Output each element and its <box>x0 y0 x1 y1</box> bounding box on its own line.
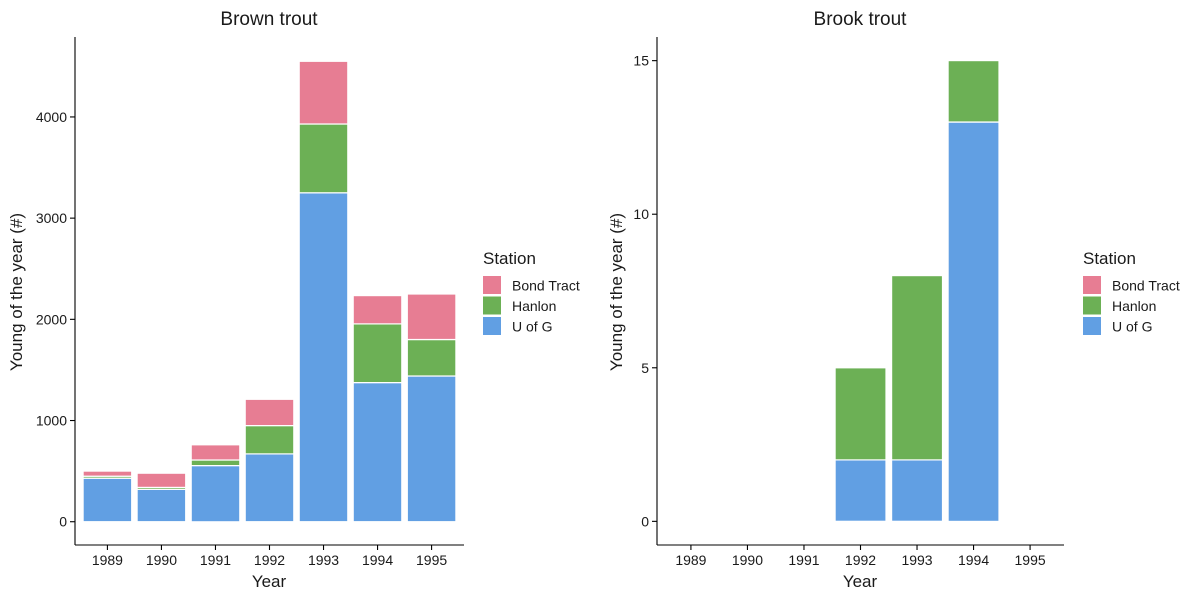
bar-1989-bond-tract <box>82 470 133 477</box>
brown-trout-panel: Brown trout Young of the year (#) Year 0… <box>7 9 580 591</box>
bar-1993-hanlon <box>890 275 944 461</box>
axes: 0 1000 2000 3000 4000 1989 1990 1991 1992 1993 199… <box>36 37 464 568</box>
legend-label: Bond Tract <box>1112 278 1180 294</box>
bar-1995-hanlon <box>406 339 457 377</box>
bar-1992-hanlon <box>244 425 295 455</box>
legend: Station Bond Tract Hanlon U of G <box>483 249 580 335</box>
x-tick-label: 1995 <box>416 552 447 568</box>
chart-title: Brown trout <box>220 9 318 30</box>
bar-1991-u-of-g <box>190 465 241 523</box>
bar-1994-hanlon <box>352 323 403 384</box>
bar-1993-hanlon <box>298 123 349 194</box>
y-tick-label: 15 <box>633 53 649 69</box>
x-tick-label: 1994 <box>958 552 989 568</box>
bar-1990-u-of-g <box>136 488 187 523</box>
x-tick-label: 1991 <box>200 552 231 568</box>
y-tick-label: 5 <box>641 360 649 376</box>
legend-title: Station <box>1083 249 1136 268</box>
chart-title: Brook trout <box>814 9 908 30</box>
bar-1992-u-of-g <box>244 453 295 523</box>
bar-group <box>834 59 1000 522</box>
x-tick-label: 1992 <box>254 552 285 568</box>
x-tick-label: 1989 <box>675 552 706 568</box>
y-tick-label: 0 <box>641 513 649 529</box>
bar-1990-bond-tract <box>136 472 187 489</box>
bar-1991-hanlon <box>190 459 241 467</box>
bar-1995-bond-tract <box>406 293 457 341</box>
brook-trout-panel: Brook trout Young of the year (#) Year 0… <box>607 9 1180 591</box>
bar-1994-u-of-g <box>947 121 1000 522</box>
x-tick-label: 1991 <box>788 552 819 568</box>
bar-1989-u-of-g <box>82 477 133 523</box>
legend: Station Bond Tract Hanlon U of G <box>1083 249 1180 335</box>
legend-label: U of G <box>1112 319 1152 335</box>
bar-1994-hanlon <box>947 59 1000 123</box>
legend-swatch <box>483 317 501 335</box>
x-tick-label: 1993 <box>308 552 339 568</box>
x-tick-label: 1992 <box>845 552 876 568</box>
legend-swatch <box>483 276 501 294</box>
legend-swatch <box>483 296 501 315</box>
bar-1994-u-of-g <box>352 382 403 523</box>
bar-1993-bond-tract <box>298 60 349 125</box>
bar-1992-hanlon <box>834 367 887 461</box>
legend-title: Station <box>483 249 536 268</box>
y-axis-title: Young of the year (#) <box>607 213 626 371</box>
bar-1992-bond-tract <box>244 398 295 427</box>
bar-group <box>82 60 457 523</box>
legend-swatch <box>1083 317 1101 335</box>
bar-1991-bond-tract <box>190 444 241 461</box>
bar-1993-u-of-g <box>890 459 944 522</box>
y-tick-label: 1000 <box>36 413 67 429</box>
x-tick-label: 1989 <box>92 552 123 568</box>
y-tick-label: 0 <box>59 514 67 530</box>
bar-1995-u-of-g <box>406 375 457 523</box>
y-tick-label: 10 <box>633 206 649 222</box>
y-tick-label: 4000 <box>36 109 67 125</box>
legend-label: U of G <box>512 319 552 335</box>
legend-label: Hanlon <box>1112 298 1156 314</box>
x-tick-label: 1993 <box>901 552 932 568</box>
axes: 0 5 10 15 1989 1990 1991 1992 1993 1994 1995 <box>633 37 1064 568</box>
y-tick-label: 3000 <box>36 210 67 226</box>
x-axis-title: Year <box>252 572 287 591</box>
legend-label: Hanlon <box>512 298 556 314</box>
bar-1992-u-of-g <box>834 459 887 522</box>
x-axis-title: Year <box>843 572 878 591</box>
x-tick-label: 1990 <box>732 552 763 568</box>
x-tick-label: 1995 <box>1015 552 1046 568</box>
x-tick-label: 1990 <box>146 552 177 568</box>
legend-swatch <box>1083 276 1101 294</box>
bar-1994-bond-tract <box>352 295 403 325</box>
x-tick-label: 1994 <box>362 552 393 568</box>
y-tick-label: 2000 <box>36 311 67 327</box>
legend-label: Bond Tract <box>512 278 580 294</box>
bar-1993-u-of-g <box>298 192 349 523</box>
legend-swatch <box>1083 296 1101 315</box>
y-axis-title: Young of the year (#) <box>7 213 26 371</box>
